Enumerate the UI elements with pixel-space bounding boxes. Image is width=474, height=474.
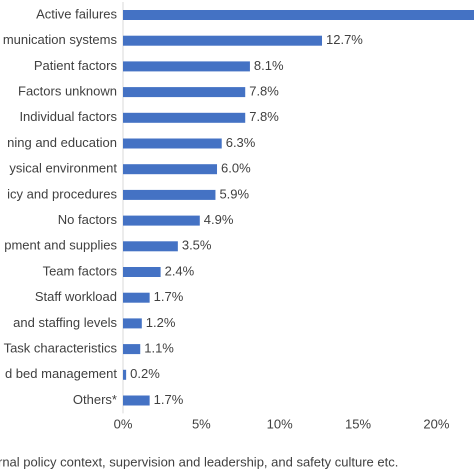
value-label: 0.2% <box>130 366 160 381</box>
value-label: 1.2% <box>146 315 176 330</box>
y-tick-label: Active failures <box>36 6 117 21</box>
bar <box>123 61 250 72</box>
y-tick-label: No factors <box>58 212 118 227</box>
bar <box>123 318 142 329</box>
bar <box>123 344 141 355</box>
bar <box>123 35 323 46</box>
bar <box>123 189 216 200</box>
value-label: 7.8% <box>249 84 279 99</box>
bar <box>123 112 246 123</box>
value-label: 1.7% <box>154 289 184 304</box>
bar <box>123 395 150 406</box>
value-label: 6.3% <box>226 135 256 150</box>
value-label: 7.8% <box>249 109 279 124</box>
value-label: 2.4% <box>165 263 195 278</box>
bar <box>123 138 222 149</box>
y-tick-label: ning and education <box>7 135 117 150</box>
y-tick-label: Patient factors <box>34 58 118 73</box>
x-tick-label: 15% <box>345 416 371 431</box>
y-tick-label: Individual factors <box>19 109 117 124</box>
value-label: 3.5% <box>182 238 212 253</box>
y-tick-label: and staffing levels <box>13 315 117 330</box>
y-tick-label: ysical environment <box>9 161 117 176</box>
y-tick-label: Factors unknown <box>18 84 117 99</box>
x-tick-label: 10% <box>267 416 293 431</box>
value-label: 8.1% <box>254 58 284 73</box>
bar <box>123 87 246 98</box>
bar <box>123 215 200 226</box>
value-label: 12.7% <box>326 32 363 47</box>
value-label: 5.9% <box>219 186 249 201</box>
value-label: 1.1% <box>144 341 174 356</box>
x-tick-label: 0% <box>114 416 133 431</box>
bar <box>123 369 127 380</box>
y-tick-label: munication systems <box>3 32 118 47</box>
y-tick-label: Team factors <box>43 263 118 278</box>
x-tick-label: 5% <box>192 416 211 431</box>
y-tick-label: icy and procedures <box>7 186 117 201</box>
y-tick-label: d bed management <box>5 366 117 381</box>
y-tick-label: Others* <box>73 392 117 407</box>
x-tick-label: 20% <box>423 416 449 431</box>
bar <box>123 241 178 252</box>
bar <box>123 10 474 20</box>
y-tick-label: pment and supplies <box>4 238 117 253</box>
value-label: 1.7% <box>154 392 184 407</box>
footnote: rnal policy context, supervision and lea… <box>0 454 398 469</box>
y-tick-label: Staff workload <box>35 289 117 304</box>
bar <box>123 292 150 303</box>
value-label: 6.0% <box>221 161 251 176</box>
value-label: 4.9% <box>204 212 234 227</box>
y-tick-label: Task characteristics <box>4 341 118 356</box>
bar <box>123 267 161 277</box>
bar <box>123 164 218 175</box>
